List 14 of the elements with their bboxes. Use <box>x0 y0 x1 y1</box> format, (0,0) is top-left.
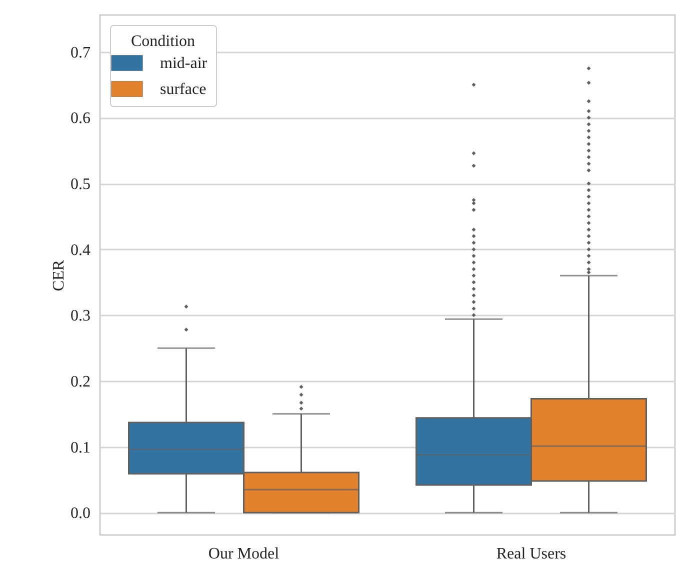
y-tick-label: 0.4 <box>70 242 90 259</box>
y-tick-label: 0.7 <box>70 44 90 62</box>
legend-label: mid-air <box>160 55 208 72</box>
y-tick-label: 0.0 <box>70 505 90 522</box>
x-tick-label: Real Users <box>496 546 566 562</box>
y-tick-label: 0.5 <box>70 176 90 194</box>
y-tick-label: 0.6 <box>70 110 90 128</box>
y-axis-title: CER <box>50 260 68 292</box>
legend-label: surface <box>160 81 206 98</box>
y-tick-label: 0.1 <box>70 439 90 456</box>
y-tick-label: 0.3 <box>70 308 90 325</box>
legend-title: Condition <box>130 33 196 50</box>
x-tick-label: Our Model <box>208 546 280 562</box>
y-tick-label: 0.2 <box>70 373 90 390</box>
